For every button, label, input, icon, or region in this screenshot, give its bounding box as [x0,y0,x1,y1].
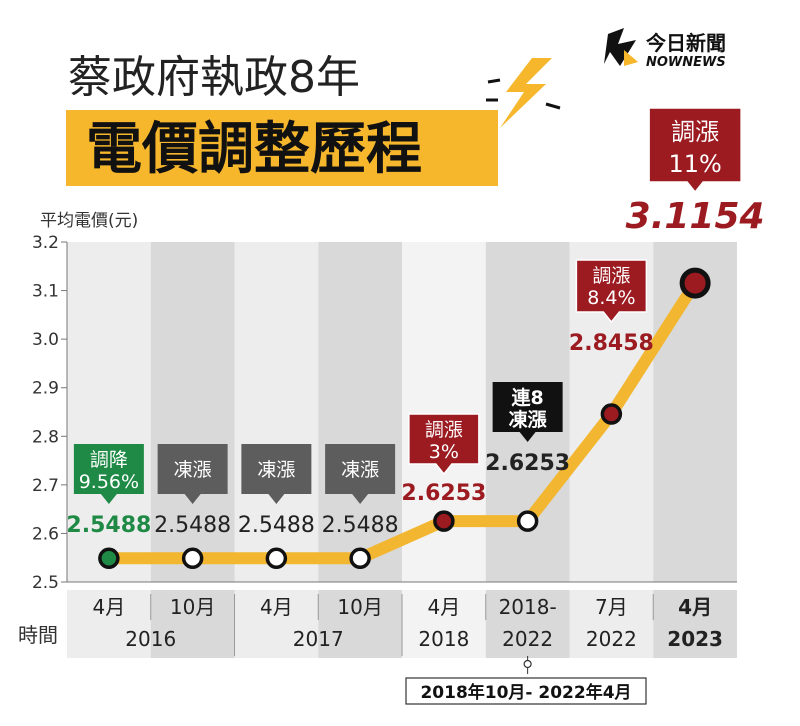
note-text: 2018年10月- 2022年4月 [420,682,631,703]
title-highlight-bar [66,110,498,186]
y-tick-label: 3.0 [32,330,59,350]
x-tick-label-month: 4月 [428,595,461,619]
value-label: 2.6253 [401,481,486,506]
x-tick-label-month: 7月 [595,595,628,619]
x-tick-label-month: 10月 [337,595,382,619]
callout-text-line1: 凍漲 [174,459,212,481]
callout-text-line2: 3% [429,441,459,463]
data-point [349,547,371,570]
callout-text-line2: 凍漲 [509,408,548,431]
callout-box [408,413,480,476]
callout-text-line1: 調漲 [671,118,719,146]
x-tick-label-year-group: 2016 [125,627,176,651]
value-label: 2.8458 [569,331,654,356]
note-dot [523,659,532,669]
x-tick-label-year-group: 2017 [293,627,344,651]
value-label: 2.5488 [66,513,151,538]
y-tick-label: 3.2 [32,233,59,253]
bolt-fill [500,58,552,128]
x-tick-label-month: 4月 [93,595,126,619]
data-point [265,547,288,570]
callout-box [325,444,396,504]
brand-mark [604,28,636,66]
note-box [405,677,647,705]
callout-text-line1: 凍漲 [341,459,379,481]
data-point [433,510,455,532]
brand-name-en: NOWNEWS [646,55,726,70]
data-point [600,403,623,425]
callout-box [157,444,228,504]
callout-text-line2: 11% [668,150,721,178]
x-tick-label-year: 2018 [418,627,469,651]
axis-gap [65,582,739,590]
value-label: 3.1154 [626,196,765,237]
callout-box [575,259,648,324]
y-tick-label: 2.5 [32,573,59,593]
brand-logo-icon [604,28,638,66]
brand-mark-accent [624,50,638,66]
callout-text-line1: 調漲 [592,265,630,287]
x-tick-label-year: 2022 [502,627,553,651]
callout-text-line1: 連8 [512,386,544,409]
title-line-1: 蔡政府執政8年 [68,52,360,103]
data-point [181,547,204,570]
callout-text-line2: 8.4% [587,287,635,309]
callout-box [241,444,312,504]
value-label: 2.6253 [485,451,570,476]
value-label: 2.5488 [154,513,231,538]
x-tick-label-month: 10月 [170,595,215,619]
data-point [516,510,539,532]
x-tick-label-month: 4月 [678,595,712,619]
y-tick-label: 3.1 [32,282,59,302]
x-axis-label: 時間 [18,623,58,647]
bolt-sparks [486,78,561,110]
x-tick-label-month: 4月 [260,595,293,619]
value-label: 2.5488 [322,513,399,538]
callout-text-line1: 調降 [90,449,128,471]
title-line-2: 電價調整歷程 [86,117,422,182]
y-tick-label: 2.7 [32,476,59,496]
y-tick-label: 2.6 [32,524,59,544]
data-point [679,267,711,299]
callout-text-line1: 調漲 [425,419,463,441]
callout-text-line2: 9.56% [79,471,139,493]
y-tick-label: 2.8 [32,427,59,447]
y-axis-label: 平均電價(元) [40,211,138,231]
x-tick-label-year: 2023 [667,627,723,651]
lightning-bolt-icon [486,58,561,128]
x-tick-label-month: 2018- [499,595,557,619]
brand-name: 今日新聞 [646,31,726,55]
x-tick-label-year: 2022 [586,627,637,651]
callout-text-line1: 凍漲 [257,459,295,481]
value-label: 2.5488 [238,513,315,538]
series-line [102,277,702,565]
callout-box [73,444,144,504]
callout-box [492,382,563,442]
callout-box [648,107,742,194]
data-point [98,547,120,570]
y-tick-label: 2.9 [32,379,59,399]
